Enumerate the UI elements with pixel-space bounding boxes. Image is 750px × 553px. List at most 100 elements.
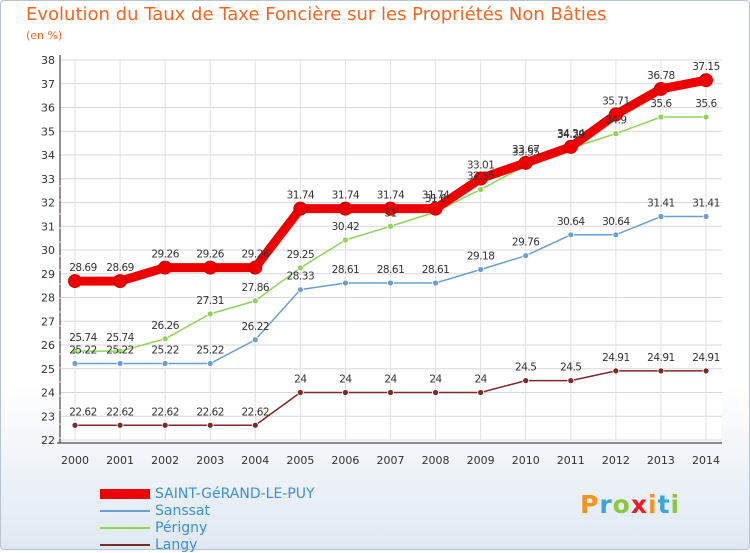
data-label: 24 [294, 374, 307, 386]
data-point [657, 213, 665, 220]
legend-item: Sanssat [100, 502, 315, 519]
data-label: 35.71 [602, 95, 630, 107]
x-tick-label: 2004 [241, 454, 269, 467]
data-point [702, 367, 710, 375]
data-point [71, 421, 79, 429]
legend-label: Langy [155, 536, 198, 553]
data-label: 33.01 [467, 160, 495, 172]
data-label: 26.22 [242, 321, 270, 333]
data-point [612, 367, 620, 375]
data-point [702, 213, 710, 220]
data-label: 24 [429, 374, 442, 386]
data-point [702, 113, 710, 121]
y-tick-label: 33 [41, 173, 55, 186]
legend-swatch [100, 488, 150, 499]
data-label: 29.26 [242, 249, 270, 261]
y-tick-label: 25 [41, 363, 55, 376]
data-point [428, 201, 443, 216]
data-label: 25.22 [69, 345, 97, 357]
data-point [161, 335, 169, 343]
data-point [612, 130, 620, 138]
data-label: 31.74 [332, 190, 360, 202]
legend-label: Sanssat [155, 502, 210, 519]
data-point [522, 252, 530, 260]
data-label: 37.15 [692, 61, 720, 73]
legend-item: Périgny [100, 519, 315, 536]
data-point [206, 421, 214, 429]
chart-subtitle: (en %) [26, 29, 63, 42]
data-point [203, 260, 218, 275]
x-tick-label: 2000 [61, 454, 89, 467]
logo-letter: o [612, 490, 631, 519]
data-point [296, 389, 304, 396]
data-label: 24.91 [647, 352, 675, 364]
data-label: 29.25 [287, 249, 315, 261]
data-point [68, 274, 82, 289]
data-label: 25.74 [106, 332, 134, 344]
data-point [293, 201, 308, 216]
y-tick-label: 37 [41, 78, 55, 91]
data-point [699, 73, 713, 88]
data-label: 30.64 [602, 216, 630, 228]
data-point [251, 336, 259, 344]
x-tick-label: 2011 [557, 454, 585, 467]
data-label: 31.74 [287, 190, 315, 202]
data-point [251, 297, 259, 305]
x-tick-label: 2012 [602, 454, 630, 467]
data-label: 35.6 [650, 98, 672, 110]
data-point [161, 360, 169, 367]
x-tick-label: 2008 [422, 454, 450, 467]
data-label: 31.41 [647, 198, 675, 210]
data-point [657, 113, 665, 121]
data-point [567, 377, 575, 385]
data-point [71, 347, 79, 355]
data-label: 27.86 [242, 282, 270, 294]
data-point [116, 347, 124, 355]
data-label: 33.67 [512, 144, 540, 156]
data-point [522, 377, 530, 385]
data-point [477, 266, 485, 273]
data-point [116, 360, 124, 367]
data-label: 22.62 [151, 406, 179, 418]
data-label: 24.5 [515, 362, 536, 374]
y-tick-label: 26 [41, 339, 55, 352]
data-point [296, 264, 304, 272]
data-point [116, 421, 124, 429]
logo-letter: i [648, 490, 658, 519]
data-label: 30.64 [557, 216, 585, 228]
data-point [608, 107, 623, 122]
data-label: 29.26 [196, 249, 224, 261]
data-point [387, 279, 394, 287]
data-label: 24.91 [692, 352, 720, 364]
data-point [387, 389, 394, 396]
legend-swatch [100, 543, 150, 546]
data-point [567, 231, 575, 239]
data-label: 34.34 [557, 128, 585, 140]
data-label: 32.55 [467, 170, 495, 182]
y-tick-label: 34 [41, 149, 55, 162]
data-point [296, 286, 304, 294]
data-point [477, 389, 485, 396]
data-label: 25.22 [106, 345, 134, 357]
y-tick-label: 32 [41, 197, 55, 210]
data-label: 24 [384, 374, 397, 386]
data-label: 27.31 [196, 295, 224, 307]
chart-legend: SAINT-GéRAND-LE-PUY Sanssat Périgny Langy [100, 485, 315, 553]
data-label: 28.69 [69, 262, 97, 274]
x-tick-label: 2014 [692, 454, 720, 467]
data-point [251, 421, 259, 429]
legend-swatch [100, 509, 150, 512]
data-label: 28.61 [422, 264, 450, 276]
data-point [158, 260, 173, 275]
x-tick-label: 2003 [196, 454, 224, 467]
data-point [206, 360, 214, 367]
data-label: 31.6 [425, 193, 447, 205]
data-point [161, 421, 169, 429]
y-tick-label: 28 [41, 292, 55, 305]
data-label: 22.62 [196, 406, 224, 418]
legend-item: SAINT-GéRAND-LE-PUY [100, 485, 315, 502]
data-label: 28.33 [287, 271, 315, 283]
x-tick-label: 2013 [647, 454, 675, 467]
data-label: 25.22 [196, 345, 224, 357]
